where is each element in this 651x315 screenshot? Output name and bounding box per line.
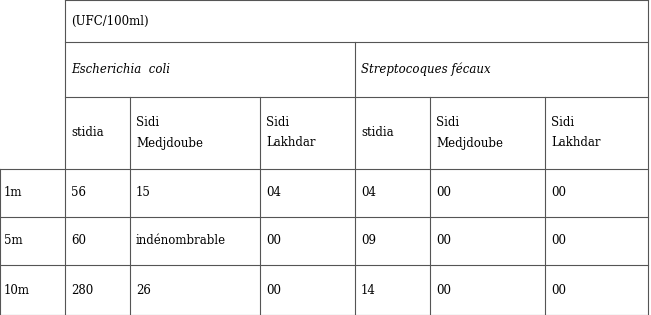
Text: Lakhdar: Lakhdar bbox=[551, 136, 600, 150]
Text: 04: 04 bbox=[266, 186, 281, 199]
Text: (UFC/100ml): (UFC/100ml) bbox=[71, 14, 148, 27]
Text: 5m: 5m bbox=[4, 234, 23, 248]
Text: 00: 00 bbox=[551, 186, 566, 199]
Text: 04: 04 bbox=[361, 186, 376, 199]
Text: Streptocoques fécaux: Streptocoques fécaux bbox=[361, 63, 491, 76]
Text: 10m: 10m bbox=[4, 284, 30, 296]
Text: 15: 15 bbox=[136, 186, 151, 199]
Text: Lakhdar: Lakhdar bbox=[266, 136, 316, 150]
Text: 00: 00 bbox=[551, 234, 566, 248]
Text: Sidi: Sidi bbox=[551, 117, 574, 129]
Text: 60: 60 bbox=[71, 234, 86, 248]
Text: Escherichia  coli: Escherichia coli bbox=[71, 63, 170, 76]
Text: Sidi: Sidi bbox=[436, 117, 459, 129]
Text: 00: 00 bbox=[436, 186, 451, 199]
Text: indénombrable: indénombrable bbox=[136, 234, 226, 248]
Text: 1m: 1m bbox=[4, 186, 23, 199]
Text: 00: 00 bbox=[436, 284, 451, 296]
Text: 00: 00 bbox=[551, 284, 566, 296]
Text: 09: 09 bbox=[361, 234, 376, 248]
Text: stidia: stidia bbox=[361, 127, 394, 140]
Text: Medjdoube: Medjdoube bbox=[436, 136, 503, 150]
Text: 00: 00 bbox=[266, 234, 281, 248]
Text: Medjdoube: Medjdoube bbox=[136, 136, 203, 150]
Text: 00: 00 bbox=[436, 234, 451, 248]
Text: 26: 26 bbox=[136, 284, 151, 296]
Text: Sidi: Sidi bbox=[136, 117, 159, 129]
Text: 56: 56 bbox=[71, 186, 86, 199]
Text: 00: 00 bbox=[266, 284, 281, 296]
Text: Sidi: Sidi bbox=[266, 117, 289, 129]
Text: 14: 14 bbox=[361, 284, 376, 296]
Text: 280: 280 bbox=[71, 284, 93, 296]
Text: stidia: stidia bbox=[71, 127, 104, 140]
